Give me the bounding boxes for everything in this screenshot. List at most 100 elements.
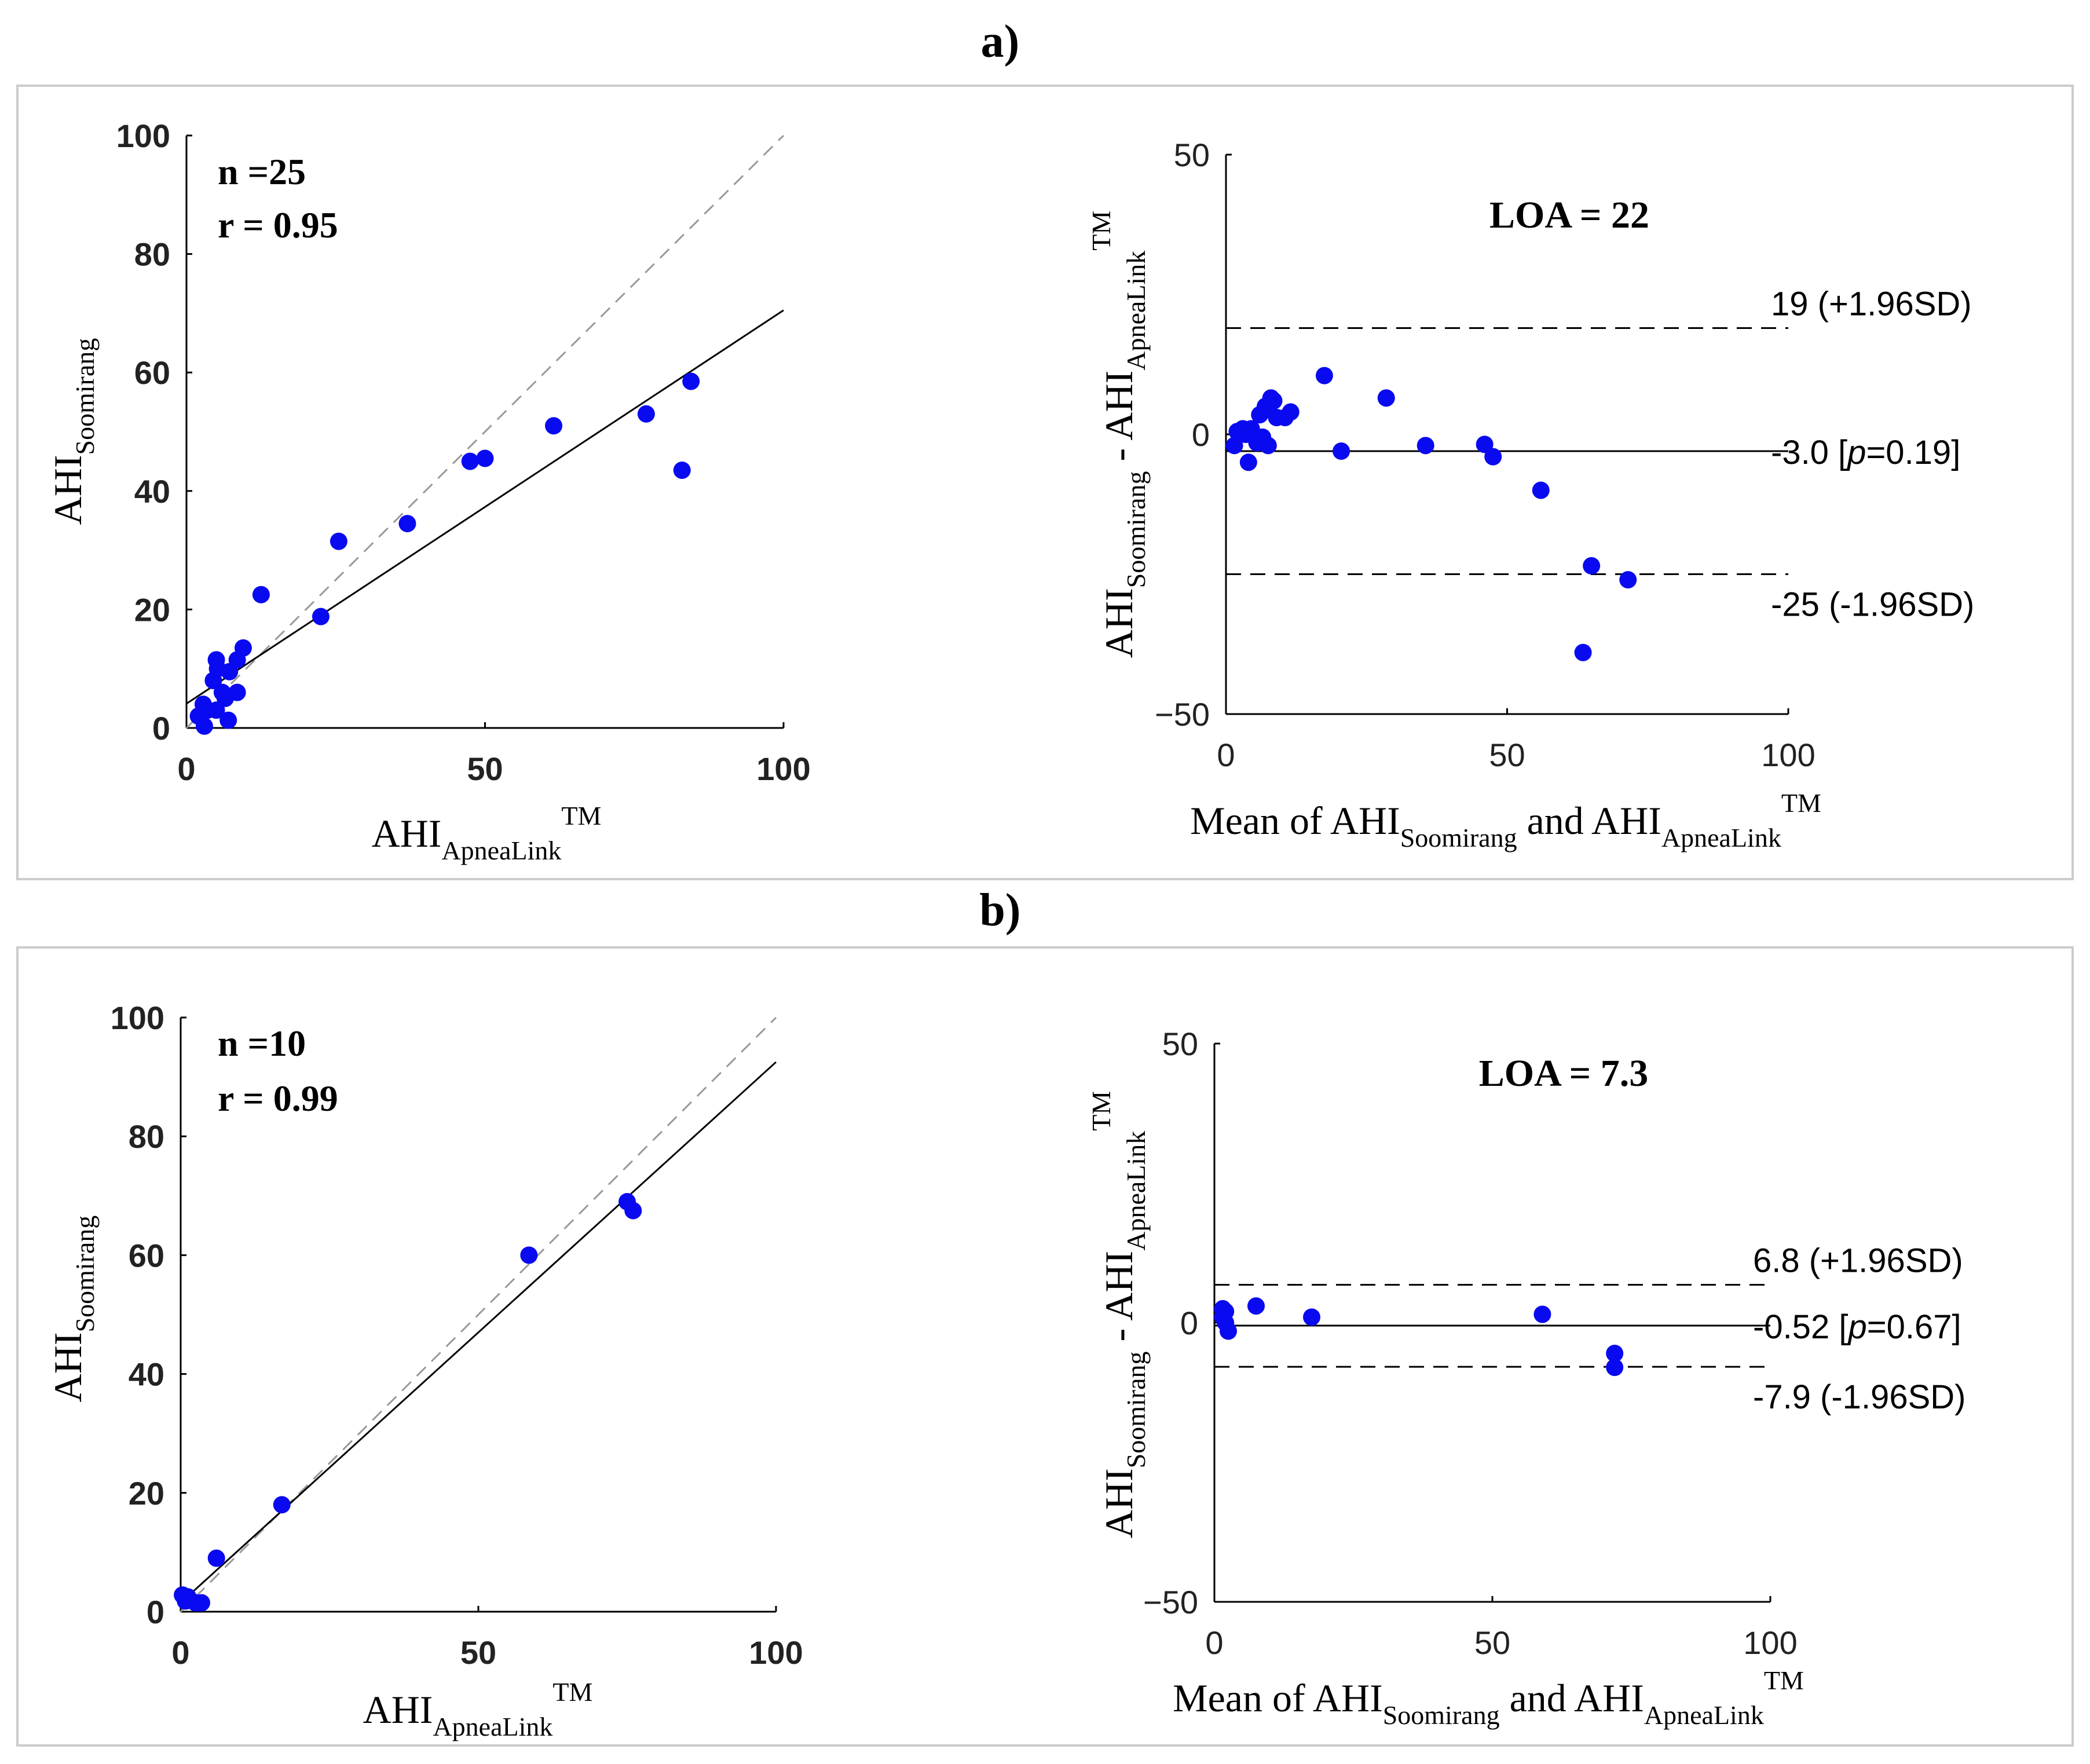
data-point xyxy=(273,1496,291,1514)
data-point xyxy=(219,711,237,729)
data-point xyxy=(682,372,700,390)
y-label-sub2: ApneaLink xyxy=(1121,1131,1151,1251)
y-axis-label-group: AHISoomirang - AHIApneaLinkTM xyxy=(1086,211,1151,658)
data-point xyxy=(207,701,225,719)
data-point xyxy=(195,717,213,735)
mean-value: -3.0 [ xyxy=(1771,434,1847,471)
data-point xyxy=(624,1202,642,1220)
data-point xyxy=(1583,557,1601,575)
y-tick-label: 50 xyxy=(1174,137,1210,173)
y-axis-label-group: AHISoomirang xyxy=(46,1216,100,1403)
data-point xyxy=(1606,1359,1624,1377)
x-label-sub1: Soomirang xyxy=(1383,1700,1500,1730)
x-tick-label: 100 xyxy=(749,1634,803,1671)
data-point xyxy=(207,651,225,669)
x-label-sub2: ApneaLink xyxy=(1644,1700,1764,1730)
x-label-main: AHI xyxy=(372,811,442,855)
data-point xyxy=(1533,1305,1551,1323)
data-point xyxy=(1416,437,1434,455)
data-point xyxy=(1333,442,1350,460)
y-tick-label: 0 xyxy=(152,710,170,746)
data-point xyxy=(192,1594,210,1612)
x-label-mid: and AHI xyxy=(1517,799,1661,843)
y-axis-label: AHISoomirang - AHIApneaLinkTM xyxy=(1086,1091,1151,1538)
x-tick-label: 50 xyxy=(460,1634,496,1671)
y-tick-label: −50 xyxy=(1155,696,1210,733)
data-point xyxy=(312,607,330,625)
identity-line xyxy=(185,134,785,729)
y-axis-label: AHISoomirang xyxy=(46,338,100,525)
panel-label: a) xyxy=(981,16,1020,67)
data-point xyxy=(1303,1308,1320,1326)
panel-frame xyxy=(16,85,2074,880)
mean-value: -0.52 [ xyxy=(1753,1308,1848,1346)
y-tick-label: 100 xyxy=(111,1000,164,1036)
mean-difference-label: -0.52 [p=0.67] xyxy=(1753,1308,1961,1346)
y-label-mid: - AHI xyxy=(1097,1251,1141,1352)
x-label-sup: TM xyxy=(1781,788,1821,818)
x-axis-label: Mean of AHISoomirang and AHIApneaLinkTM xyxy=(1190,788,1821,852)
y-axis-label-group: AHISoomirang - AHIApneaLinkTM xyxy=(1086,1091,1151,1538)
x-label-sup: TM xyxy=(561,801,601,830)
y-tick-label: 0 xyxy=(147,1594,164,1630)
lower-loa-label: -7.9 (-1.96SD) xyxy=(1753,1378,1965,1416)
p-value: =0.19] xyxy=(1866,434,1960,471)
data-point xyxy=(1259,437,1277,455)
x-tick-label: 50 xyxy=(1474,1624,1510,1661)
data-point xyxy=(1574,643,1592,661)
p-letter: p xyxy=(1847,1308,1866,1346)
panel-frame xyxy=(16,946,2074,1747)
data-point xyxy=(1220,1322,1237,1340)
data-point xyxy=(1265,392,1283,410)
y-label-main: AHI xyxy=(46,1333,90,1403)
y-label-mid: - AHI xyxy=(1097,371,1141,471)
data-point xyxy=(252,585,270,603)
data-point xyxy=(228,683,246,701)
y-tick-label: 0 xyxy=(1192,416,1210,453)
y-tick-label: 80 xyxy=(129,1118,164,1155)
data-point xyxy=(637,405,655,423)
y-tick-label: 20 xyxy=(129,1475,164,1512)
x-label-pre: Mean of AHI xyxy=(1173,1676,1383,1720)
y-label-sup: TM xyxy=(1086,1091,1116,1131)
regression-line xyxy=(186,309,784,705)
x-label-sup: TM xyxy=(552,1677,592,1707)
upper-loa-label: 6.8 (+1.96SD) xyxy=(1753,1242,1963,1279)
p-letter: p xyxy=(1846,434,1866,471)
data-point xyxy=(1484,448,1502,466)
x-tick-label: 0 xyxy=(1217,737,1235,773)
y-axis-label: AHISoomirang - AHIApneaLinkTM xyxy=(1086,211,1151,658)
x-label-pre: Mean of AHI xyxy=(1190,799,1400,843)
x-axis-label: AHIApneaLinkTM xyxy=(363,1677,593,1741)
y-tick-label: 50 xyxy=(1162,1026,1198,1062)
x-label-sup: TM xyxy=(1764,1666,1804,1695)
y-axis-label: AHISoomirang xyxy=(46,1216,100,1403)
data-point xyxy=(461,452,479,470)
n-annotation: n =25 xyxy=(218,151,306,192)
x-label-sub: ApneaLink xyxy=(433,1712,552,1741)
y-label-sub2: ApneaLink xyxy=(1121,251,1151,371)
x-label-mid: and AHI xyxy=(1500,1676,1644,1720)
x-tick-label: 0 xyxy=(171,1634,189,1671)
data-point xyxy=(1282,403,1300,421)
r-annotation: r = 0.95 xyxy=(218,204,338,246)
data-point xyxy=(545,417,563,435)
mean-difference-label: -3.0 [p=0.19] xyxy=(1771,434,1960,471)
y-label-main1: AHI xyxy=(1097,1468,1141,1538)
data-point xyxy=(1377,389,1395,407)
y-label-main: AHI xyxy=(46,455,90,525)
y-tick-label: 20 xyxy=(134,591,170,628)
data-point xyxy=(1247,1297,1265,1315)
data-point xyxy=(476,449,494,467)
y-tick-label: 40 xyxy=(129,1356,164,1393)
x-tick-label: 100 xyxy=(756,751,810,787)
y-tick-label: 0 xyxy=(1180,1305,1198,1341)
data-point xyxy=(1619,571,1637,589)
data-point xyxy=(1476,435,1494,453)
r-annotation: r = 0.99 xyxy=(218,1078,338,1119)
y-label-main1: AHI xyxy=(1097,588,1141,658)
